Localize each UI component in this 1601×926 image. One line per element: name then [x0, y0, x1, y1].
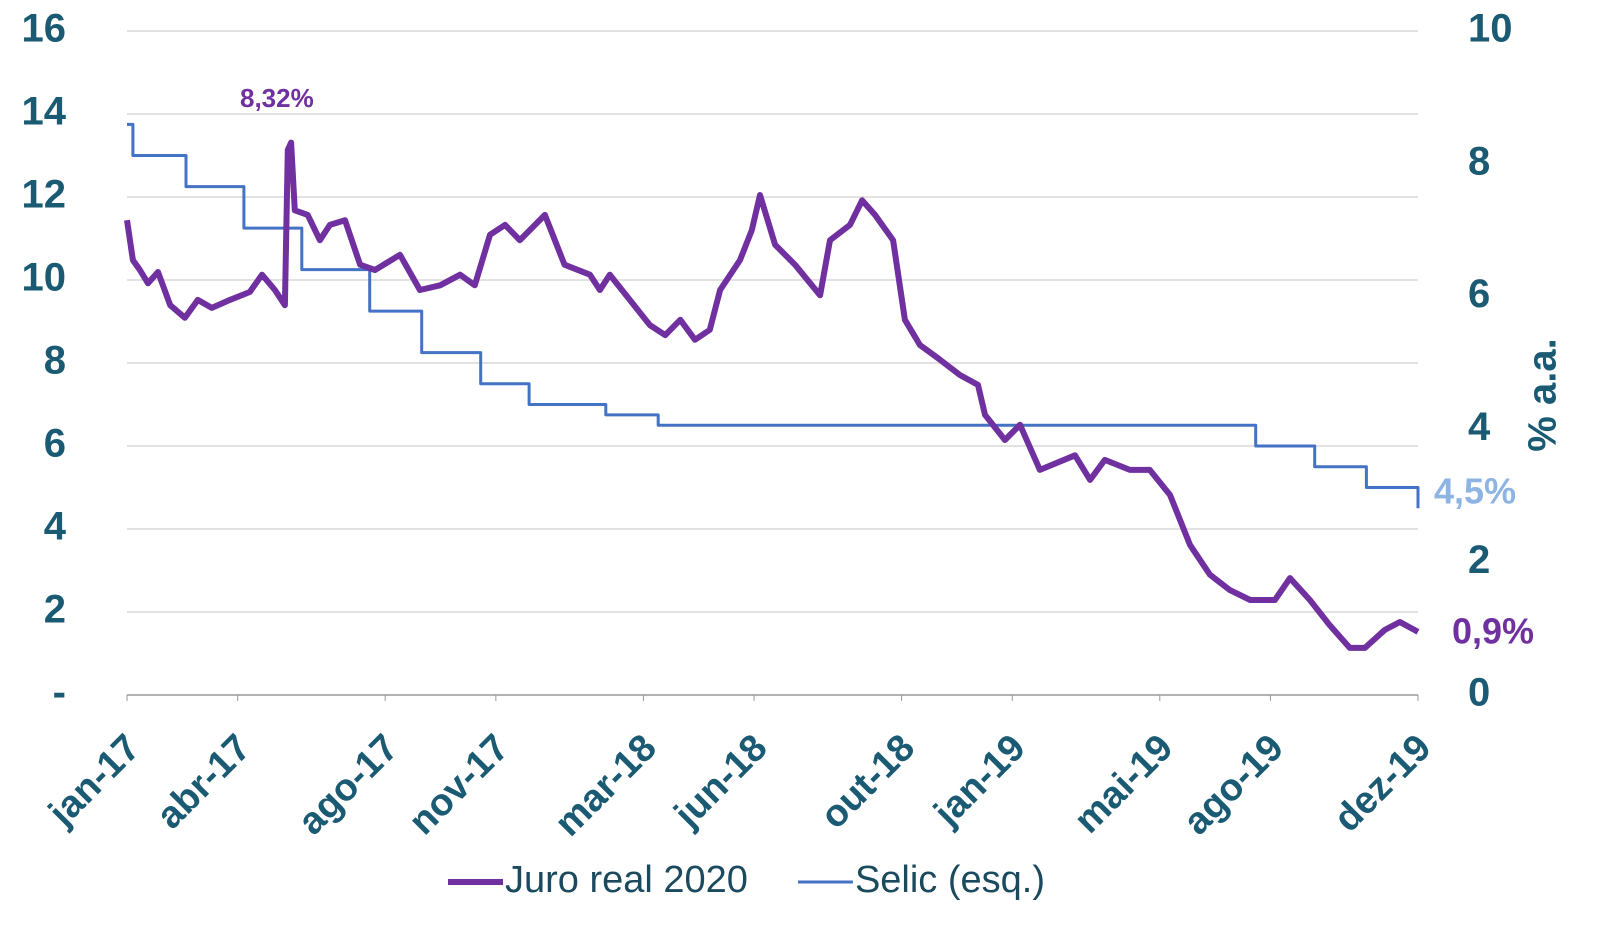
- x-tick-label: ago-17: [290, 727, 406, 843]
- line-series: [127, 122, 1420, 509]
- y2-tick-label: 8: [1468, 139, 1490, 183]
- annotation: 4,5%: [1434, 471, 1516, 512]
- x-tick-label: out-18: [813, 727, 923, 837]
- annotation: 0,9%: [1452, 611, 1534, 652]
- y-tick-label: 12: [22, 173, 67, 217]
- y-tick-label: 4: [44, 505, 67, 549]
- y-tick-label: 2: [44, 588, 66, 632]
- y-tick-label: 6: [44, 422, 66, 466]
- y2-tick-label: 10: [1468, 7, 1513, 51]
- x-tick-label: dez-19: [1326, 727, 1439, 840]
- x-tick-label: nov-17: [401, 727, 517, 843]
- x-tick-label: jun-18: [666, 727, 776, 837]
- x-tick-label: ago-19: [1176, 727, 1292, 843]
- y2-tick-label: 0: [1468, 671, 1490, 715]
- y2-tick-label: 2: [1468, 538, 1490, 582]
- legend-label: Selic (esq.): [855, 859, 1045, 901]
- x-tick-label: jan-17: [40, 727, 148, 835]
- y-tick-label: 14: [22, 90, 67, 134]
- x-tick-label: abr-17: [149, 727, 259, 837]
- y-tick-label: 8: [44, 339, 66, 383]
- x-tick-label: jan-19: [926, 727, 1034, 835]
- annotation: 8,32%: [240, 83, 314, 113]
- x-tick-label: mar-18: [547, 727, 665, 845]
- y-tick-label: 10: [22, 256, 67, 300]
- y2-tick-label: 4: [1468, 405, 1491, 449]
- legend-label: Juro real 2020: [505, 859, 748, 901]
- y-tick-label: -: [53, 671, 66, 715]
- y2-axis-label: % a.a.: [1521, 338, 1565, 451]
- y-tick-label: 16: [22, 7, 67, 51]
- y2-tick-label: 6: [1468, 272, 1490, 316]
- x-tick-label: mai-19: [1066, 727, 1181, 842]
- line-series: [124, 139, 1420, 651]
